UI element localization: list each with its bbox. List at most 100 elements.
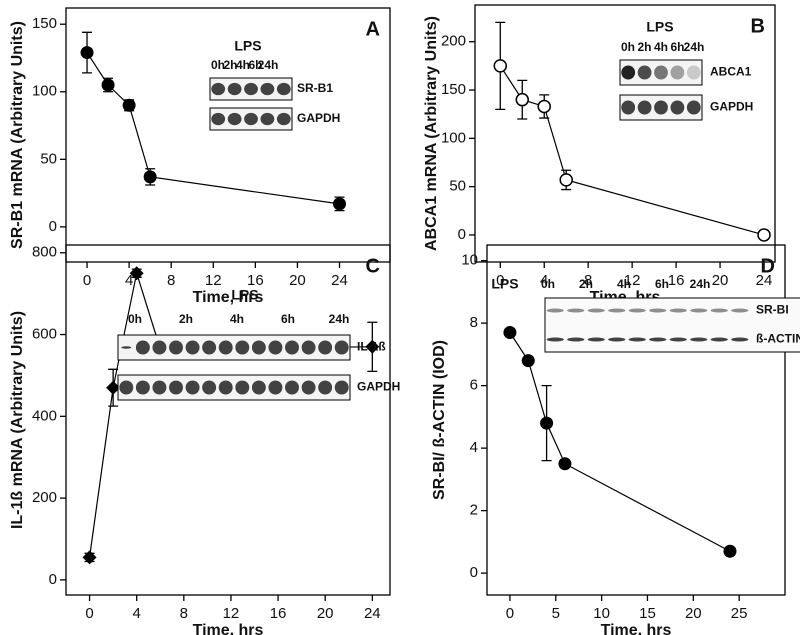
data-point xyxy=(129,266,144,281)
y-tick-label: 200 xyxy=(441,33,466,50)
x-tick-label: 20 xyxy=(685,605,702,622)
y-tick-label: 400 xyxy=(32,407,57,424)
blot-band xyxy=(690,308,708,313)
data-point xyxy=(559,173,573,187)
data-point xyxy=(558,457,572,471)
lane-label: 24h xyxy=(329,312,350,326)
blot-band xyxy=(654,100,668,115)
x-tick-label: 4 xyxy=(133,605,141,622)
blot-band xyxy=(260,82,275,96)
blot-band xyxy=(244,82,258,96)
blot-band xyxy=(227,82,242,96)
data-point xyxy=(521,354,535,368)
blot-band xyxy=(567,337,585,342)
blot-band xyxy=(119,380,134,395)
x-tick-label: 25 xyxy=(731,605,748,622)
blot-frame xyxy=(544,297,800,353)
x-tick-label: 20 xyxy=(289,272,306,289)
blot-band xyxy=(318,340,333,355)
blot-band xyxy=(202,340,217,355)
blot-band xyxy=(690,337,708,342)
band-label: GAPDH xyxy=(357,380,400,394)
data-point xyxy=(365,339,380,354)
blot-band xyxy=(218,380,233,395)
x-tick-label: 20 xyxy=(712,272,729,289)
x-tick-label: 0 xyxy=(83,272,91,289)
blot-band xyxy=(235,340,250,355)
blot-band xyxy=(670,65,685,80)
y-tick-label: 800 xyxy=(32,244,57,261)
blot-band xyxy=(621,65,636,80)
x-tick-label: 24 xyxy=(331,272,348,289)
data-point xyxy=(540,416,554,430)
lane-label: 24h xyxy=(690,277,711,291)
x-tick-label: 20 xyxy=(317,605,334,622)
blot-band xyxy=(211,82,226,96)
y-tick-label: 150 xyxy=(441,81,466,98)
blot-band xyxy=(334,340,349,355)
blot-band xyxy=(251,380,266,395)
blot-band xyxy=(169,340,183,355)
lane-label: 24h xyxy=(684,40,705,54)
blot-band xyxy=(587,337,605,342)
inset-title: LPS xyxy=(234,38,261,54)
band-label: GAPDH xyxy=(297,111,340,125)
data-point xyxy=(101,78,115,92)
lane-label: 2h xyxy=(579,277,593,291)
x-axis-label: Time, hrs xyxy=(601,622,672,635)
y-tick-label: 150 xyxy=(32,15,57,32)
y-tick-label: 600 xyxy=(32,326,57,343)
band-label: SR-BI xyxy=(756,303,789,317)
data-point xyxy=(493,59,508,73)
blot-band xyxy=(318,380,333,395)
blot-band xyxy=(301,340,316,355)
data-line xyxy=(509,332,731,552)
x-tick-label: 16 xyxy=(247,272,264,289)
x-tick-label: 12 xyxy=(205,272,222,289)
lane-label: 0h xyxy=(621,40,635,54)
band-label: GAPDH xyxy=(710,100,753,114)
x-tick-label: 24 xyxy=(756,272,773,289)
lane-label: 6h xyxy=(248,58,262,72)
inset-title: LPS xyxy=(646,19,673,35)
x-tick-label: 16 xyxy=(668,272,685,289)
blot-band xyxy=(268,340,283,355)
plot-frame xyxy=(474,4,776,263)
data-point xyxy=(537,99,551,114)
lane-label: 0h xyxy=(128,312,142,326)
blot-band xyxy=(686,100,701,115)
lane-label: 6h xyxy=(670,40,684,54)
y-tick-label: 200 xyxy=(32,489,57,506)
blot-band xyxy=(621,100,636,115)
blot-band xyxy=(285,380,299,395)
band-label: ABCA1 xyxy=(710,65,752,79)
blot-band xyxy=(135,340,150,355)
lane-label: 2h xyxy=(179,312,193,326)
blot-band xyxy=(710,308,728,313)
blot-band xyxy=(669,337,687,342)
y-tick-label: 100 xyxy=(32,83,57,100)
data-point xyxy=(80,46,94,60)
blot-band xyxy=(637,65,652,80)
x-tick-label: 4 xyxy=(125,272,133,289)
inset-title: LPS xyxy=(491,276,518,292)
x-tick-label: 5 xyxy=(552,605,560,622)
blot-band xyxy=(649,337,667,342)
y-tick-label: 8 xyxy=(470,314,478,331)
data-point xyxy=(515,92,530,107)
blot-band xyxy=(587,308,605,313)
blot-band xyxy=(169,380,183,395)
data-point xyxy=(82,550,97,565)
x-tick-label: 12 xyxy=(223,605,240,622)
lane-label: 0h xyxy=(541,277,555,291)
x-tick-label: 15 xyxy=(639,605,656,622)
panel-label: D xyxy=(761,255,775,277)
lane-label: 4h xyxy=(236,58,250,72)
blot-band xyxy=(260,112,275,126)
data-point xyxy=(757,228,771,242)
blot-band xyxy=(649,308,667,313)
blot-band xyxy=(710,337,728,342)
inset-title: LPS xyxy=(231,287,258,303)
data-line xyxy=(499,65,765,236)
